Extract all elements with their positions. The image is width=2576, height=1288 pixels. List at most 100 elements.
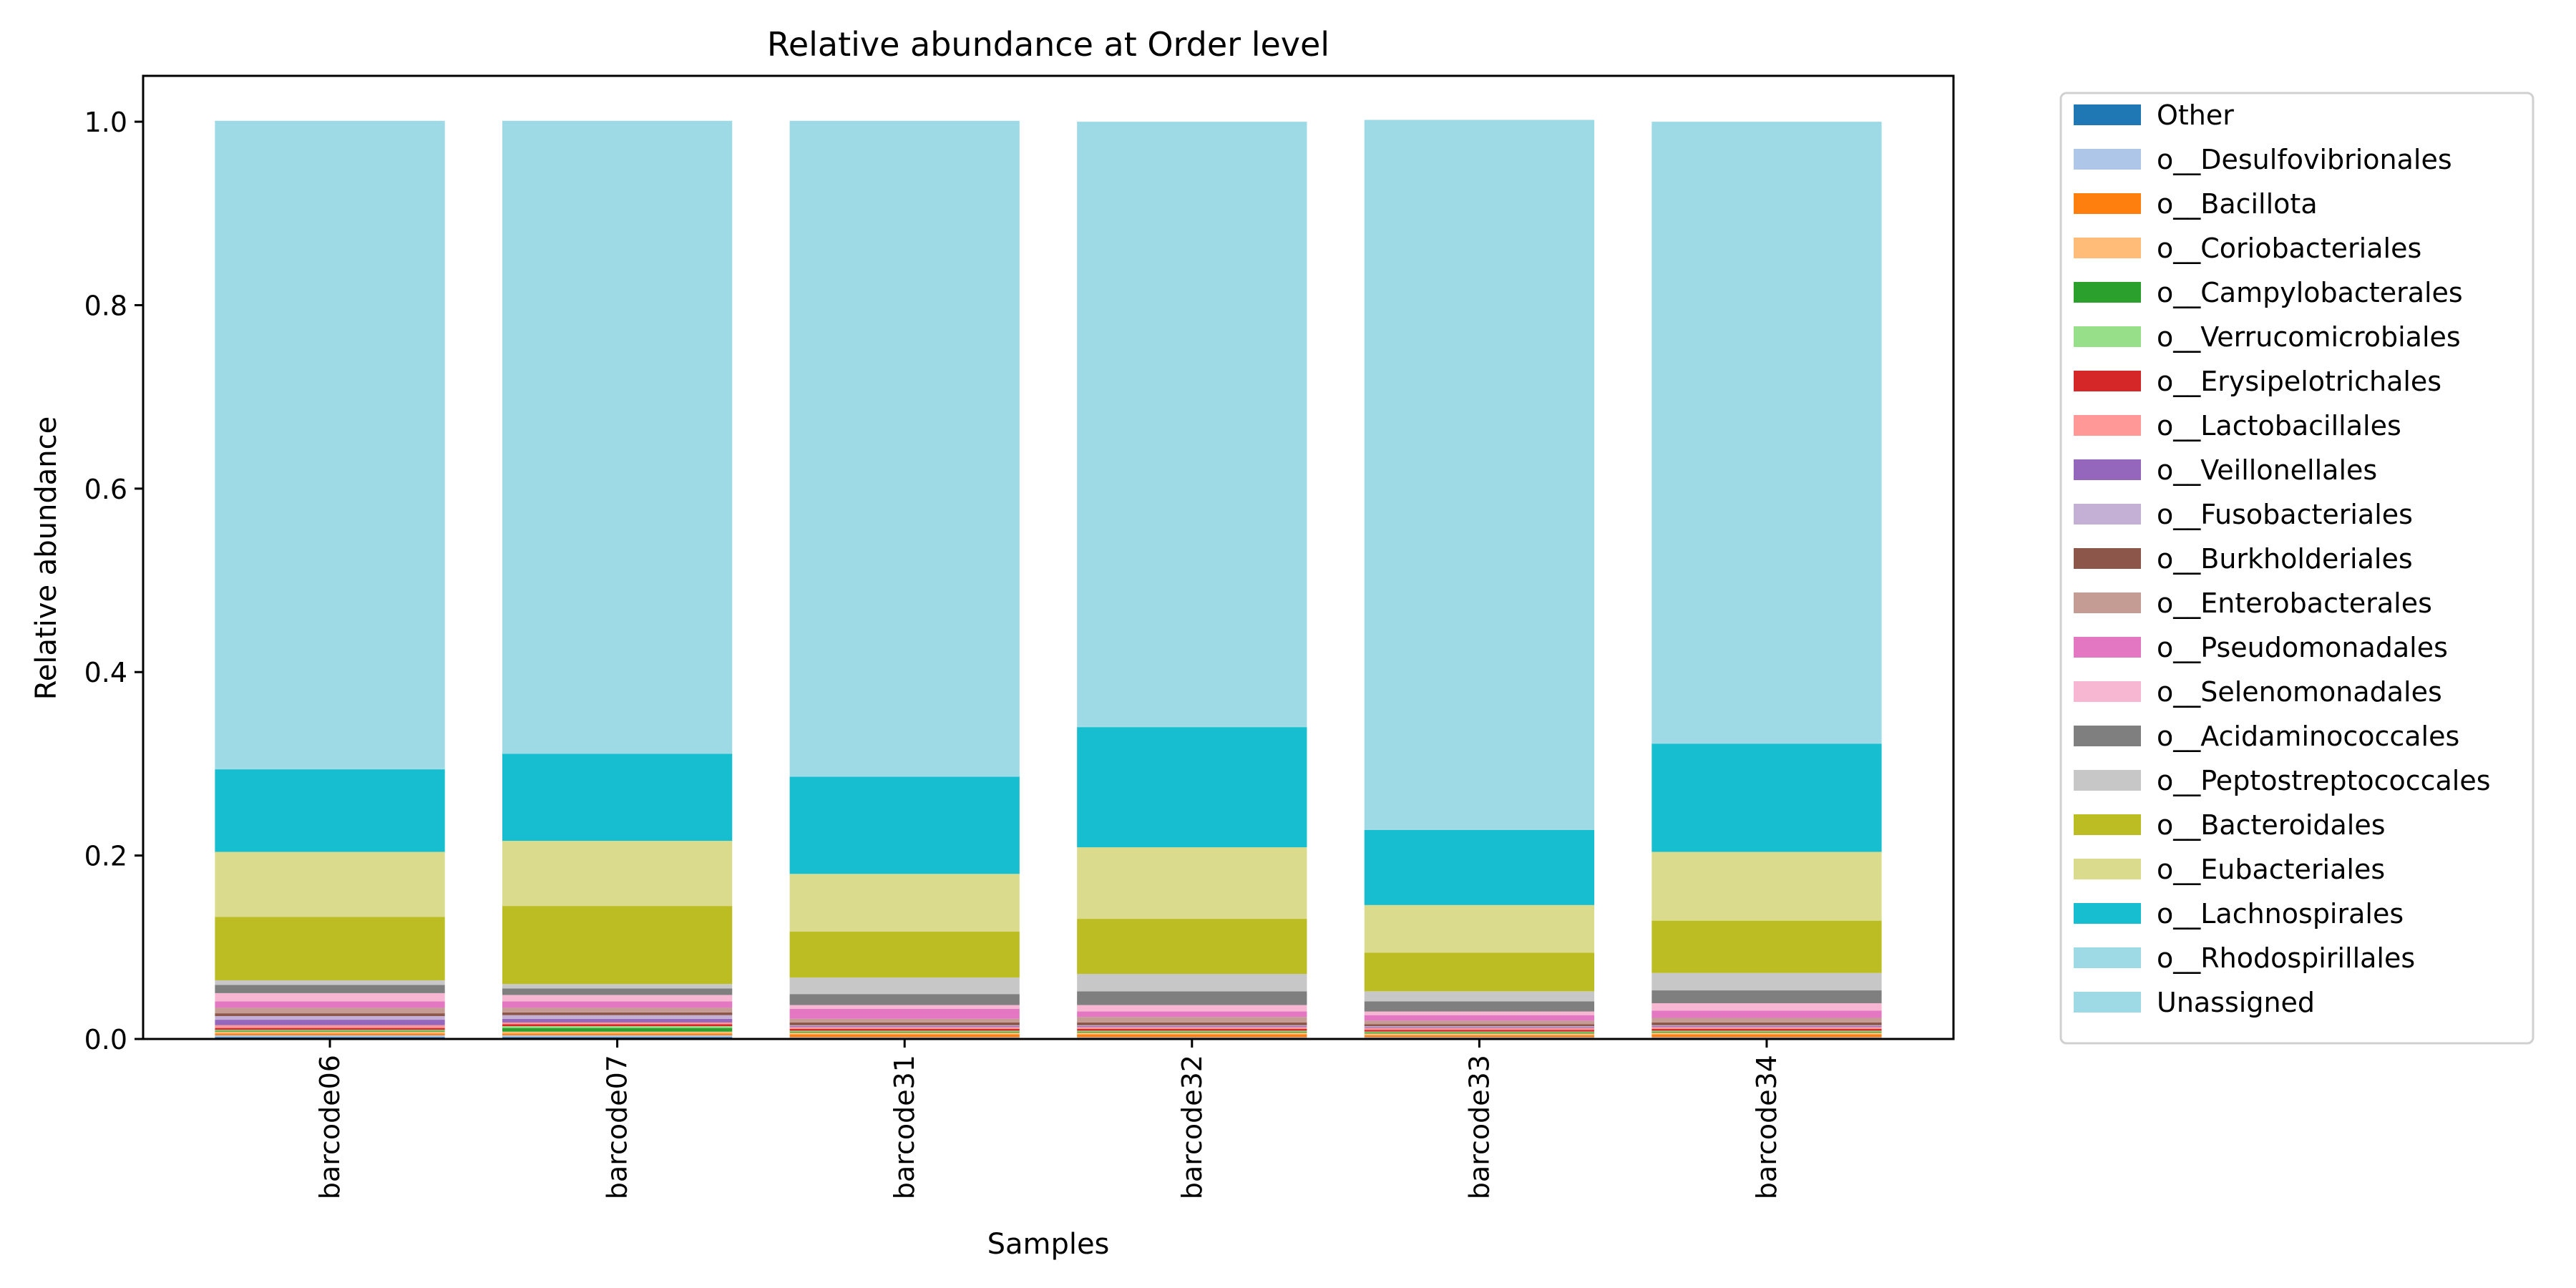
bar-segment-barcode06-4	[215, 1030, 445, 1032]
bar-segment-barcode33-7	[1364, 1028, 1595, 1030]
bar-segment-barcode33-11	[1364, 1020, 1595, 1025]
bar-segment-barcode07-7	[502, 1022, 733, 1025]
legend-entry-label: o__Peptostreptococcales	[2157, 765, 2491, 796]
bar-segment-barcode31-10	[789, 1022, 1020, 1025]
bar-segment-barcode06-8	[215, 1020, 445, 1025]
bar-segment-barcode07-8	[502, 1018, 733, 1023]
legend-entry-label: o__Coriobacteriales	[2157, 233, 2421, 264]
bar-segment-barcode32-9	[1077, 1025, 1307, 1027]
bar-segment-barcode31-8	[789, 1026, 1020, 1028]
legend-swatch	[2074, 770, 2141, 791]
y-tick-label: 0.6	[84, 474, 127, 505]
x-tick-label: barcode06	[314, 1055, 346, 1199]
bar-segment-barcode06-13	[215, 992, 445, 1002]
bar-segment-barcode34-13	[1652, 1003, 1882, 1011]
bar-segment-barcode07-14	[502, 988, 733, 995]
legend-swatch	[2074, 592, 2141, 613]
y-tick-label: 0.0	[84, 1024, 127, 1055]
bar-segment-barcode31-18	[789, 776, 1020, 874]
chart-title: Relative abundance at Order level	[767, 25, 1330, 64]
bar-segment-barcode32-1	[1077, 1037, 1307, 1038]
bar-segment-barcode33-8	[1364, 1027, 1595, 1028]
legend-swatch	[2074, 947, 2141, 968]
bar-segment-barcode06-20	[215, 120, 445, 769]
bar-segment-barcode34-5	[1652, 1030, 1882, 1032]
x-axis: barcode06 barcode07 barcode31 barcode32 barc…	[314, 1039, 1782, 1199]
bar-segment-barcode34-8	[1652, 1026, 1882, 1028]
bar-segment-barcode32-7	[1077, 1027, 1307, 1029]
legend-swatch	[2074, 371, 2141, 391]
bar-segment-barcode32-18	[1077, 727, 1307, 848]
bar-segment-barcode07-3	[502, 1031, 733, 1034]
bar-segment-barcode07-1	[502, 1035, 733, 1038]
bar-segment-barcode07-9	[502, 1015, 733, 1019]
y-tick-label: 1.0	[84, 107, 127, 138]
bar-segment-barcode33-18	[1364, 829, 1595, 905]
legend-swatch	[2074, 504, 2141, 525]
bar-segment-barcode34-18	[1652, 743, 1882, 852]
x-tick-label: barcode31	[889, 1055, 920, 1199]
bar-segment-barcode31-11	[789, 1018, 1020, 1023]
legend-swatch	[2074, 282, 2141, 303]
bar-segment-barcode34-10	[1652, 1022, 1882, 1025]
bar-segment-barcode07-11	[502, 1008, 733, 1013]
legend-swatch	[2074, 637, 2141, 658]
legend-entry-label: o__Verrucomicrobiales	[2157, 321, 2461, 353]
legend-entry-label: o__Eubacteriales	[2157, 854, 2385, 885]
bar-segment-barcode33-2	[1364, 1035, 1595, 1038]
bar-segment-barcode06-17	[215, 852, 445, 917]
legend-entry-label: o__Lactobacillales	[2157, 410, 2401, 441]
legend-swatch	[2074, 238, 2141, 258]
bar-segment-barcode31-3	[789, 1033, 1020, 1035]
x-tick-label: barcode33	[1463, 1055, 1495, 1199]
bar-segment-barcode31-9	[789, 1025, 1020, 1027]
bar-segment-barcode33-9	[1364, 1026, 1595, 1028]
bar-segment-barcode31-5	[789, 1030, 1020, 1032]
legend-swatch	[2074, 326, 2141, 347]
bar-segment-barcode34-20	[1652, 122, 1882, 743]
bar-segment-barcode06-15	[215, 980, 445, 985]
bar-segment-barcode34-15	[1652, 972, 1882, 991]
x-tick-label: barcode34	[1751, 1055, 1782, 1199]
bar-segment-barcode31-20	[789, 120, 1020, 776]
bar-segment-barcode32-2	[1077, 1034, 1307, 1038]
bar-segment-barcode31-13	[789, 1005, 1020, 1009]
bar-segment-barcode33-12	[1364, 1015, 1595, 1021]
bar-segment-barcode33-20	[1364, 119, 1595, 829]
y-tick-label: 0.4	[84, 657, 127, 688]
y-axis: 0.0 0.2 0.4 0.6 0.8 1.0	[84, 107, 143, 1055]
legend-swatch	[2074, 548, 2141, 569]
bar-segment-barcode33-3	[1364, 1033, 1595, 1035]
bar-segment-barcode32-14	[1077, 991, 1307, 1005]
bar-segment-barcode34-9	[1652, 1025, 1882, 1027]
y-tick-label: 0.2	[84, 841, 127, 872]
bar-segment-barcode32-19	[1077, 726, 1307, 728]
legend-swatch	[2074, 859, 2141, 879]
bar-segment-barcode06-6	[215, 1028, 445, 1030]
legend-entry-label: Other	[2157, 99, 2234, 131]
bar-segment-barcode32-8	[1077, 1026, 1307, 1028]
bar-segment-barcode34-14	[1652, 990, 1882, 1004]
legend-entry-label: o__Veillonellales	[2157, 454, 2377, 486]
bar-segment-barcode06-18	[215, 769, 445, 852]
bar-segment-barcode32-5	[1077, 1030, 1307, 1032]
bar-segment-barcode07-2	[502, 1033, 733, 1035]
bar-segment-barcode34-12	[1652, 1010, 1882, 1018]
plot-frame	[142, 74, 1955, 1040]
bar-segment-barcode34-7	[1652, 1027, 1882, 1029]
y-axis-label: Relative abundance	[30, 416, 63, 700]
bar-segment-barcode33-13	[1364, 1011, 1595, 1015]
bar-segment-barcode34-2	[1652, 1034, 1882, 1038]
legend-entry-label: o__Erysipelotrichales	[2157, 366, 2441, 397]
bar-segment-barcode33-5	[1364, 1031, 1595, 1033]
y-tick-label: 0.8	[84, 290, 127, 321]
legend-swatch	[2074, 992, 2141, 1013]
legend-entry-label: o__Selenomonadales	[2157, 676, 2442, 708]
x-tick-label: barcode32	[1176, 1055, 1208, 1199]
bar-segment-barcode07-5	[502, 1026, 733, 1028]
bar-segment-barcode06-16	[215, 917, 445, 980]
bar-segment-barcode07-13	[502, 995, 733, 1002]
bar-segment-barcode07-4	[502, 1028, 733, 1032]
bar-segment-barcode07-17	[502, 841, 733, 907]
bar-segment-barcode33-10	[1364, 1024, 1595, 1027]
